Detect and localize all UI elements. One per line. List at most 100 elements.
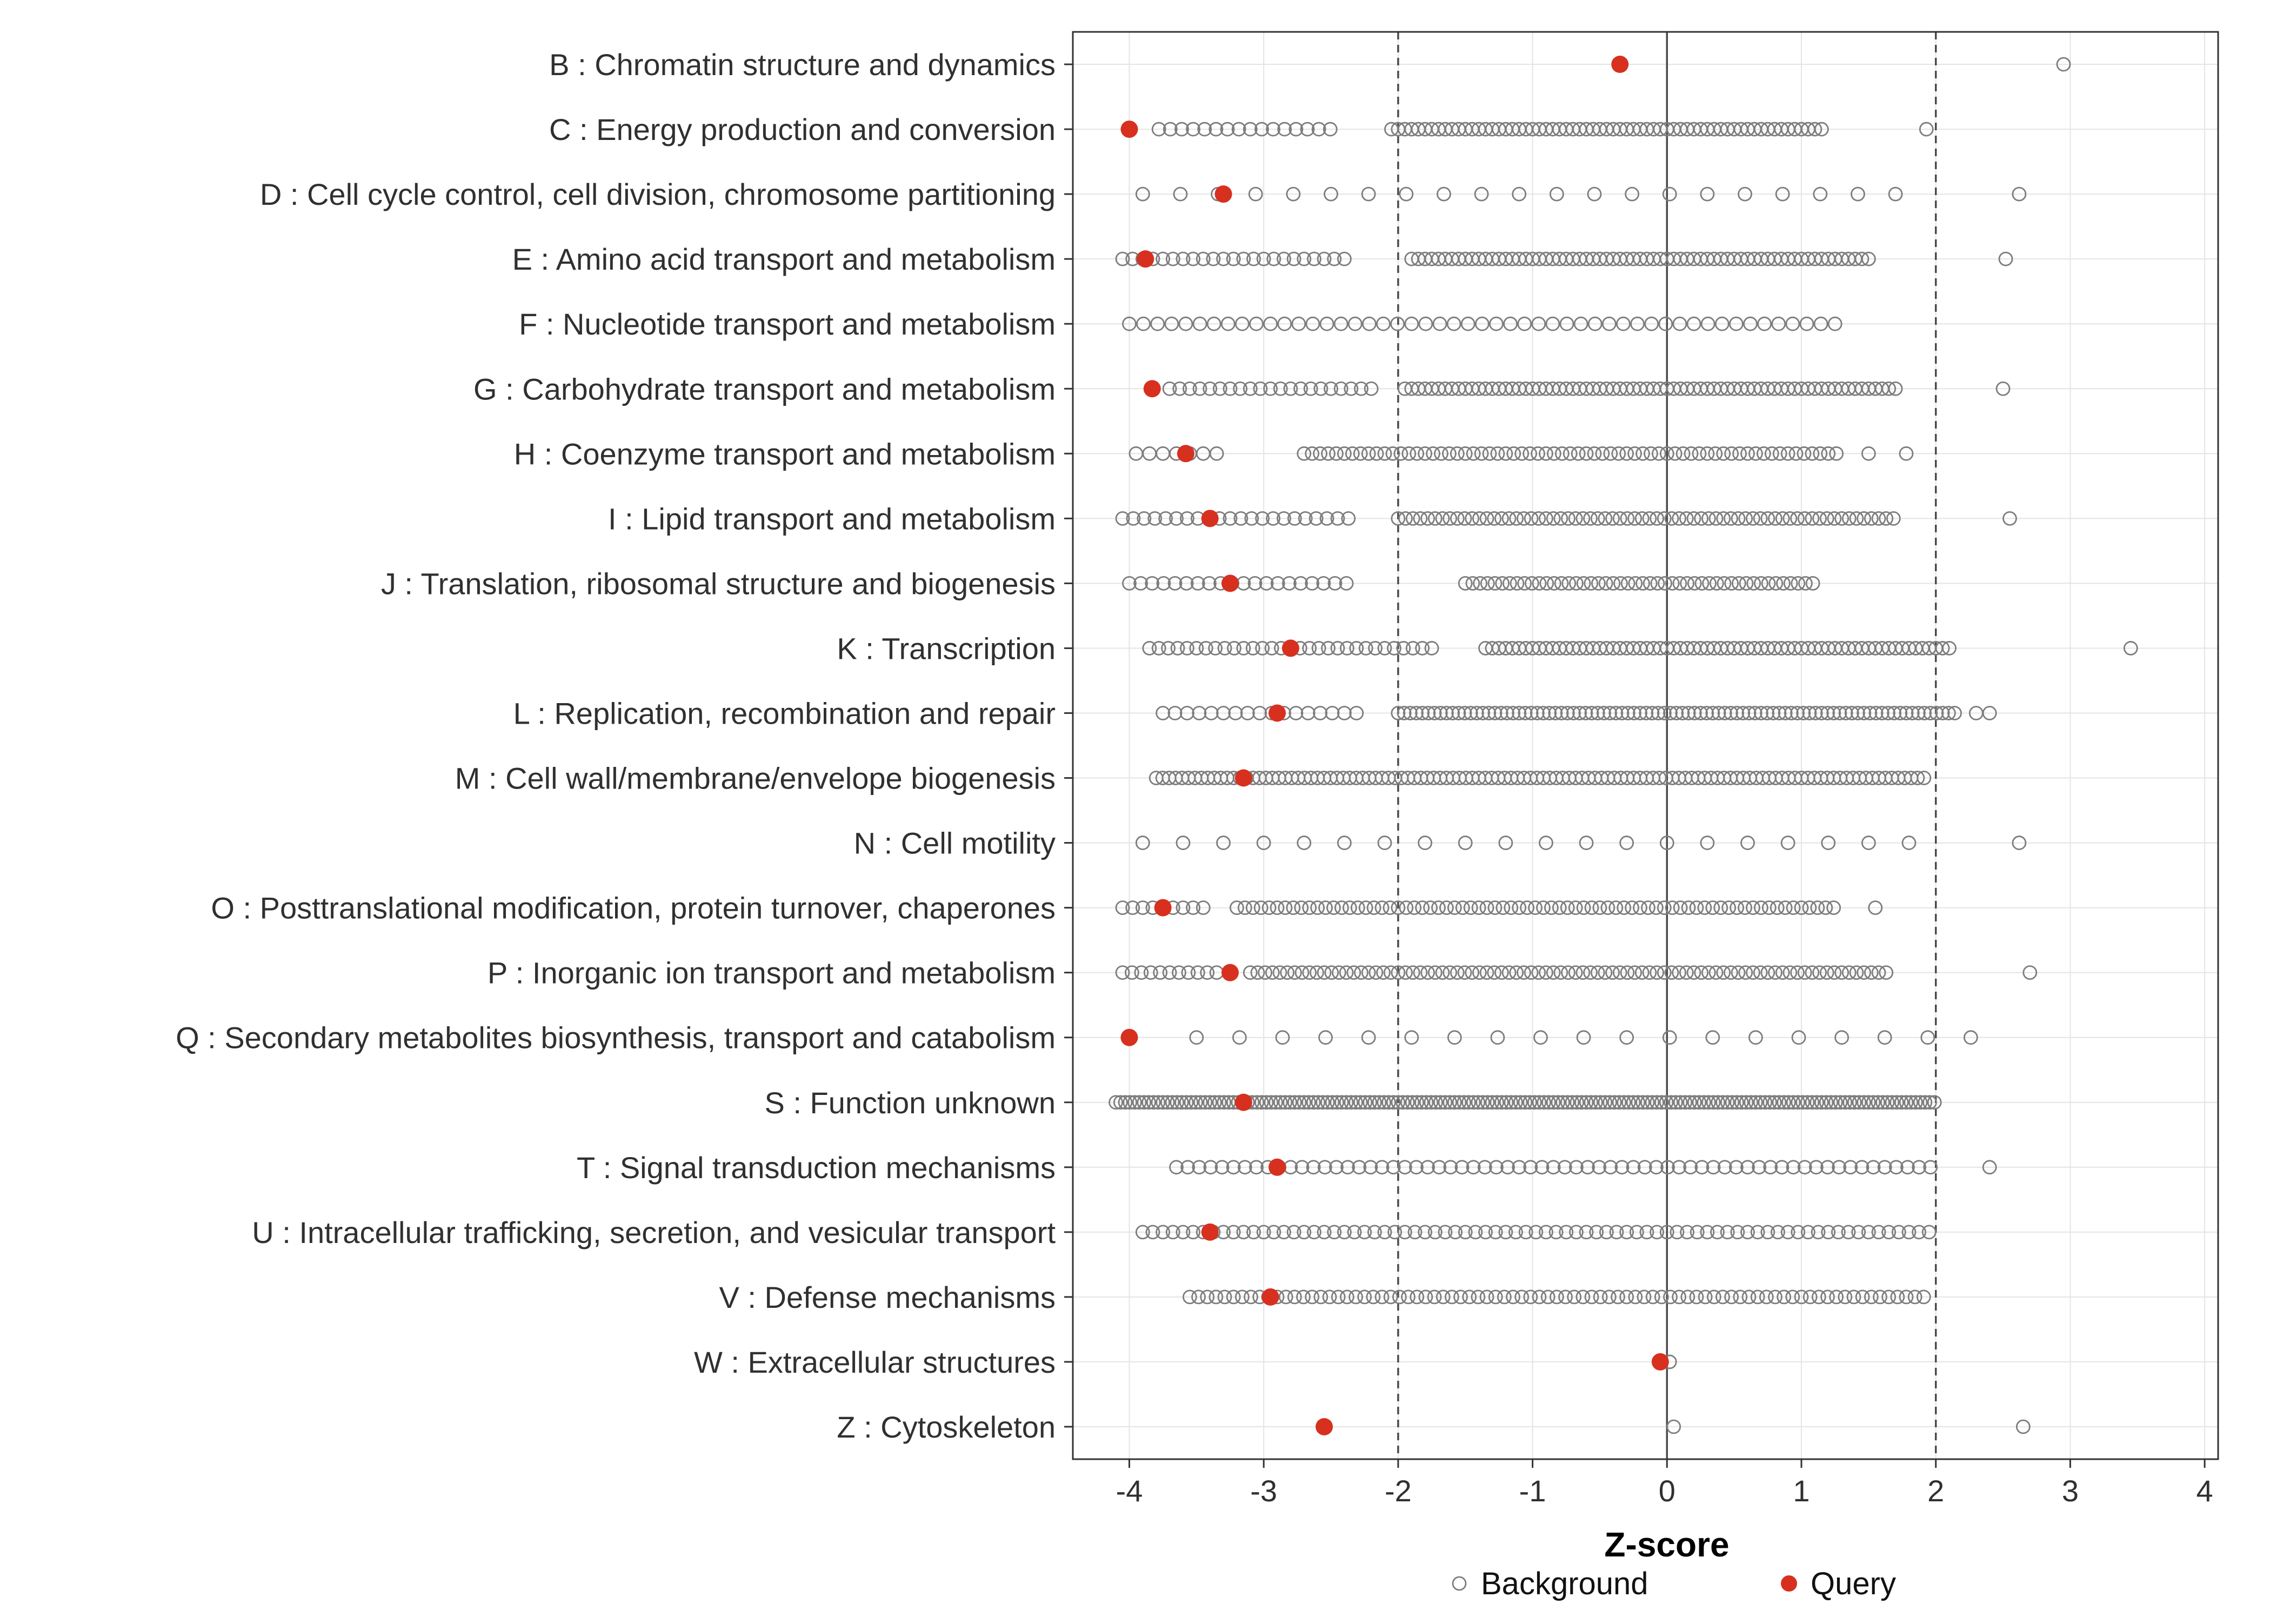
- background-point: [1217, 641, 1232, 656]
- background-point: [1200, 965, 1215, 980]
- background-point: [1888, 186, 1903, 202]
- background-point: [1810, 900, 1825, 915]
- background-point: [1935, 641, 1950, 656]
- background-point: [1337, 251, 1352, 266]
- background-point: [1861, 836, 1876, 850]
- background-point: [1517, 576, 1532, 591]
- background-point: [1658, 316, 1673, 331]
- background-point: [1630, 316, 1645, 331]
- background-point: [1233, 381, 1248, 396]
- background-point: [1684, 446, 1699, 461]
- background-point: [1664, 1095, 1679, 1110]
- y-axis-label: P : Inorganic ion transport and metaboli…: [488, 956, 1056, 990]
- background-point: [1227, 641, 1241, 656]
- background-point: [1420, 965, 1435, 980]
- background-point: [1584, 1289, 1599, 1305]
- background-point: [1217, 1289, 1232, 1305]
- background-point: [2002, 511, 2017, 526]
- background-point: [1890, 1289, 1905, 1305]
- background-point: [1407, 900, 1422, 915]
- query-point: [1154, 899, 1172, 917]
- background-point: [1760, 1225, 1775, 1240]
- background-point: [1346, 965, 1361, 980]
- background-point: [1246, 1225, 1261, 1240]
- background-point: [1316, 1095, 1330, 1110]
- background-point: [1563, 446, 1578, 461]
- background-point: [1506, 1289, 1520, 1305]
- background-point: [1244, 1289, 1258, 1305]
- background-point: [1628, 576, 1643, 591]
- background-point: [1579, 1095, 1594, 1110]
- background-point: [1189, 1030, 1204, 1045]
- background-point: [1458, 576, 1473, 591]
- background-point: [1433, 706, 1448, 720]
- background-point: [1347, 1225, 1362, 1240]
- background-point: [1432, 1160, 1447, 1175]
- background-point: [1401, 446, 1417, 461]
- background-point: [1808, 1160, 1824, 1175]
- background-point: [1198, 1095, 1213, 1110]
- background-point: [1283, 381, 1298, 396]
- background-point: [1439, 706, 1454, 720]
- background-point: [1715, 1289, 1730, 1305]
- background-point: [1457, 965, 1472, 980]
- background-point: [1497, 1289, 1512, 1305]
- background-point: [1662, 1030, 1677, 1045]
- background-point: [1873, 1289, 1887, 1305]
- background-point: [1203, 381, 1218, 396]
- background-point: [1601, 316, 1617, 331]
- background-point: [1821, 1225, 1836, 1240]
- background-point: [1135, 836, 1150, 850]
- background-point: [1407, 1225, 1423, 1240]
- background-point: [1264, 641, 1279, 656]
- background-point: [1668, 1095, 1683, 1110]
- background-point: [1317, 1225, 1332, 1240]
- background-point: [1479, 965, 1494, 980]
- background-point: [1203, 1095, 1218, 1110]
- background-point: [1358, 641, 1373, 656]
- background-point: [1569, 1225, 1584, 1240]
- background-point: [1297, 446, 1312, 461]
- background-point: [1376, 965, 1391, 980]
- background-point: [1316, 576, 1331, 591]
- background-point: [1881, 1289, 1897, 1305]
- background-point: [1907, 1289, 1922, 1305]
- background-point: [1287, 965, 1302, 980]
- background-point: [1643, 576, 1658, 591]
- background-point: [2015, 1419, 2031, 1434]
- background-point: [1584, 900, 1599, 915]
- background-point: [1499, 706, 1514, 720]
- background-point: [1659, 1225, 1674, 1240]
- background-point: [1286, 251, 1301, 266]
- background-point: [1318, 1030, 1333, 1045]
- background-point: [1162, 965, 1177, 980]
- background-point: [1266, 1225, 1281, 1240]
- background-point: [1263, 381, 1278, 396]
- background-point: [1520, 900, 1535, 915]
- background-point: [1256, 1225, 1271, 1240]
- background-point: [1570, 1095, 1585, 1110]
- background-point: [1162, 381, 1177, 396]
- background-point: [1530, 706, 1545, 720]
- background-point: [1263, 316, 1278, 331]
- background-point: [1523, 1289, 1538, 1305]
- background-point: [1480, 1095, 1495, 1110]
- background-point: [1294, 965, 1310, 980]
- background-point: [1724, 1289, 1739, 1305]
- background-point: [1797, 446, 1812, 461]
- x-tick-label: -1: [1519, 1474, 1546, 1508]
- background-point: [1675, 446, 1691, 461]
- background-point: [1396, 641, 1411, 656]
- background-point: [1871, 965, 1886, 980]
- background-point: [1579, 1225, 1594, 1240]
- background-point: [1323, 122, 1338, 137]
- background-point: [1625, 186, 1640, 202]
- background-point: [1741, 706, 1757, 720]
- background-point: [1820, 706, 1835, 720]
- background-point: [1687, 706, 1702, 720]
- background-point: [1481, 706, 1497, 720]
- background-point: [1760, 965, 1775, 980]
- plot-area: -4 -3 -2 -1 0 1 2 3 4 B : Chromatin structure and…: [176, 31, 2219, 1508]
- background-point: [1206, 316, 1221, 331]
- background-point: [1724, 576, 1739, 591]
